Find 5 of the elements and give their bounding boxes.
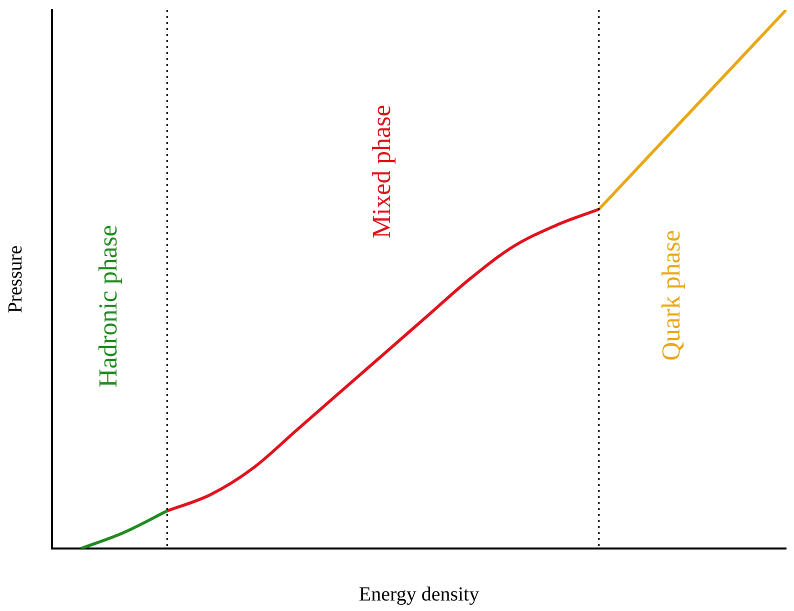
text: Quark phase [656,230,686,361]
y-axis-title: Pressure [4,245,26,314]
x-axis-title: Energy density [358,583,480,606]
text: Mixed phase [366,104,396,238]
text: Hadronic phase [93,225,122,388]
